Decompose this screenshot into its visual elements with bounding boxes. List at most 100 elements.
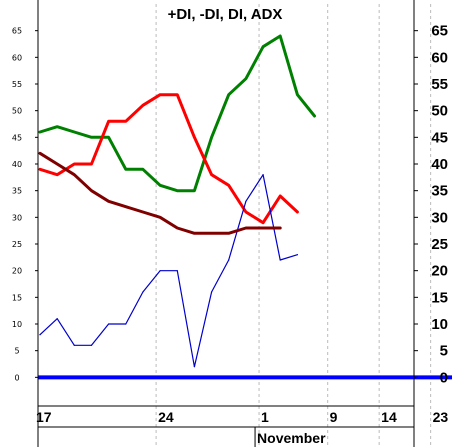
left-tick-label-8: 40 [12, 160, 22, 169]
data-point-0-12 [245, 78, 247, 80]
data-point-0-11 [228, 94, 230, 96]
grid-layer [155, 4, 432, 447]
data-point-3-4 [108, 200, 110, 202]
data-point-3-3 [90, 190, 93, 192]
data-point-1-2 [73, 163, 75, 165]
left-tick-label-10: 50 [12, 107, 22, 116]
data-point-0-6 [142, 168, 144, 170]
data-point-2-2 [73, 344, 75, 346]
right-tick-label-1: 5 [440, 343, 448, 360]
data-point-2-7 [159, 270, 161, 272]
right-tick-label-2: 10 [431, 316, 448, 333]
data-point-3-0 [39, 152, 41, 154]
x-tick-label-4: 14 [381, 409, 397, 425]
data-point-2-12 [245, 200, 247, 202]
data-point-0-0 [39, 131, 41, 133]
series-line-1 [38, 93, 299, 225]
data-point-2-5 [125, 323, 127, 325]
right-tick-label-5: 25 [431, 236, 448, 253]
data-point-0-2 [73, 131, 75, 133]
right-tick-label-6: 30 [431, 209, 448, 226]
data-point-0-10 [210, 136, 213, 138]
data-point-3-14 [279, 227, 281, 229]
data-point-1-8 [176, 94, 178, 96]
right-tick-label-13: 65 [431, 23, 448, 40]
series-layer [38, 34, 316, 368]
x-tick-label-5: 23 [433, 409, 449, 425]
data-point-1-15 [296, 211, 298, 213]
left-tick-label-3: 15 [12, 293, 22, 302]
month-label-0: November [257, 430, 326, 446]
data-point-3-13 [262, 227, 264, 229]
left-tick-label-5: 25 [12, 240, 22, 249]
left-tick-label-11: 55 [12, 80, 22, 89]
data-point-1-11 [228, 184, 230, 186]
data-point-2-15 [296, 254, 298, 256]
series-line-2 [39, 174, 298, 368]
right-tick-label-4: 20 [431, 263, 448, 280]
right-tick-label-9: 45 [431, 129, 448, 146]
data-point-0-3 [90, 136, 93, 138]
x-tick-label-0: 17 [36, 409, 52, 425]
data-point-3-6 [142, 211, 144, 213]
left-tick-label-6: 30 [12, 213, 22, 222]
data-point-3-8 [176, 227, 178, 229]
data-point-3-11 [228, 232, 230, 234]
data-point-0-7 [159, 184, 161, 186]
data-point-0-14 [279, 35, 281, 37]
x-tick-label-3: 9 [330, 409, 338, 425]
left-tick-label-9: 45 [12, 133, 22, 142]
data-point-1-12 [245, 211, 247, 213]
data-point-0-13 [262, 46, 264, 48]
left-tick-label-12: 60 [12, 53, 22, 62]
data-point-0-4 [108, 136, 110, 138]
data-point-0-5 [125, 168, 127, 170]
data-point-2-10 [210, 291, 213, 293]
data-point-2-1 [56, 318, 58, 320]
data-point-3-2 [73, 174, 75, 176]
data-point-0-16 [313, 115, 316, 117]
left-tick-label-1: 5 [14, 347, 19, 356]
right-tick-label-10: 50 [431, 103, 448, 120]
data-point-0-15 [296, 94, 298, 96]
data-point-2-0 [39, 334, 41, 336]
data-point-2-9 [193, 366, 196, 368]
right-tick-label-7: 35 [431, 183, 448, 200]
left-tick-label-2: 10 [12, 320, 22, 329]
data-point-1-1 [56, 174, 58, 176]
right-tick-label-0: 0 [440, 369, 448, 386]
x-tick-label-2: 1 [261, 409, 269, 425]
data-point-2-11 [228, 259, 230, 261]
chart-title: +DI, -DI, DI, ADX [168, 6, 283, 23]
left-tick-label-4: 20 [12, 267, 22, 276]
data-point-1-10 [210, 174, 213, 176]
data-point-2-3 [90, 344, 93, 346]
data-point-1-6 [142, 104, 144, 106]
data-point-1-9 [193, 136, 196, 138]
data-point-3-7 [159, 216, 161, 218]
x-tick-label-1: 24 [158, 409, 174, 425]
right-tick-label-8: 40 [431, 156, 448, 173]
data-point-1-13 [262, 222, 264, 224]
data-point-3-5 [125, 206, 127, 208]
label-layer: 0 5 10 15 20 25 30 35 40 45 50 55 60 65 0 5 10 15 20 25 30 35… [12, 23, 449, 446]
left-tick-label-0: 0 [14, 373, 19, 382]
data-point-1-0 [39, 168, 41, 170]
data-point-2-8 [176, 270, 178, 272]
left-tick-label-7: 35 [12, 187, 22, 196]
series-line-0 [38, 34, 316, 193]
data-point-3-9 [193, 232, 196, 234]
data-point-1-5 [125, 120, 127, 122]
data-point-3-12 [245, 227, 247, 229]
data-point-0-1 [56, 126, 58, 128]
axis-layer [35, 0, 418, 447]
right-tick-label-12: 60 [431, 49, 448, 66]
data-point-1-4 [108, 120, 110, 122]
data-point-2-14 [279, 259, 281, 261]
data-point-2-13 [262, 174, 264, 176]
right-tick-label-3: 15 [431, 289, 448, 306]
data-point-1-7 [159, 94, 161, 96]
data-point-1-3 [90, 163, 93, 165]
data-point-3-10 [210, 232, 213, 234]
